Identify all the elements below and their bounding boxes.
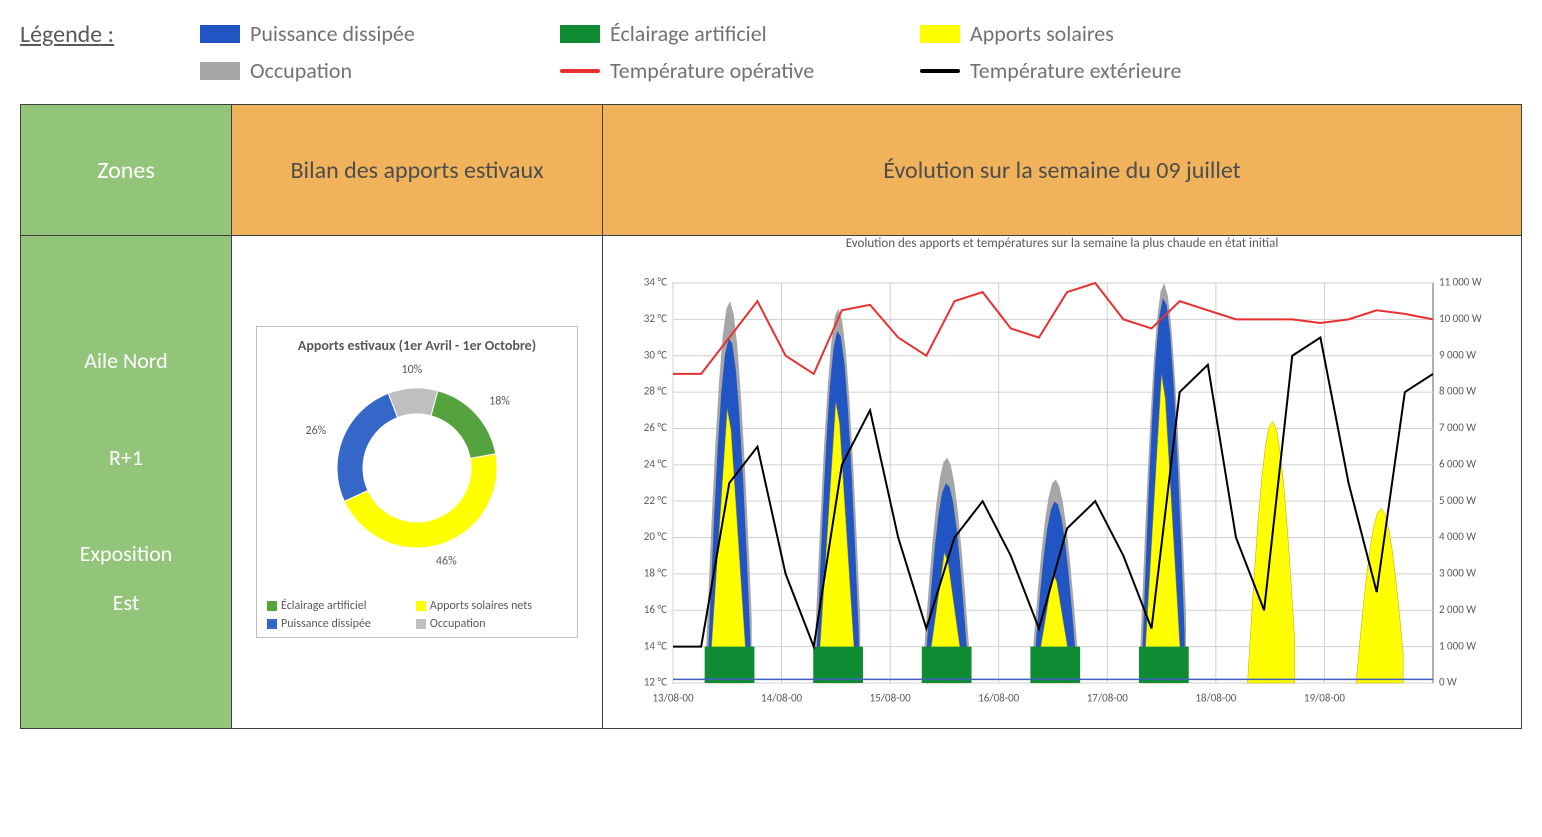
- donut-legend-label: Apports solaires nets: [430, 599, 532, 613]
- svg-text:34 °C: 34 °C: [644, 276, 667, 289]
- svg-text:7 000 W: 7 000 W: [1439, 421, 1476, 434]
- svg-text:13/08-00: 13/08-00: [652, 692, 693, 705]
- donut-legend-item: Éclairage artificiel: [267, 599, 406, 613]
- legend-item: Apports solaires: [920, 20, 1220, 47]
- legend-title: Légende :: [20, 20, 160, 49]
- donut-legend-item: Puissance dissipée: [267, 617, 406, 631]
- zone-line3: Exposition: [21, 530, 231, 578]
- legend-label: Température extérieure: [970, 57, 1181, 84]
- donut-legend-swatch: [267, 601, 277, 611]
- legend-swatch: [920, 69, 960, 73]
- legend-label: Température opérative: [610, 57, 814, 84]
- donut-legend-swatch: [267, 619, 277, 629]
- legend-swatch: [200, 25, 240, 43]
- svg-text:11 000 W: 11 000 W: [1439, 276, 1482, 289]
- donut-legend-label: Puissance dissipée: [281, 617, 371, 631]
- svg-text:19/08-00: 19/08-00: [1304, 692, 1345, 705]
- time-chart: 12 °C 14 °C 16 °C 18 °C 20 °C 22 °C 24 °C 26 °C…: [603, 253, 1503, 723]
- header-evolution: Évolution sur la semaine du 09 juillet: [603, 105, 1522, 236]
- legend-label: Puissance dissipée: [250, 20, 415, 47]
- svg-text:26 °C: 26 °C: [644, 421, 667, 434]
- legend-swatch: [560, 69, 600, 73]
- legend-swatch: [200, 62, 240, 80]
- header-zones: Zones: [21, 105, 232, 236]
- donut-legend-item: Apports solaires nets: [416, 599, 567, 613]
- donut-legend-swatch: [416, 601, 426, 611]
- svg-text:4 000 W: 4 000 W: [1439, 530, 1476, 543]
- svg-text:30 °C: 30 °C: [644, 348, 667, 361]
- donut-chart: 18% 46% 26% 10%: [267, 358, 567, 588]
- svg-text:22 °C: 22 °C: [644, 494, 667, 507]
- zone-cell: Aile Nord R+1 Exposition Est: [21, 236, 232, 729]
- svg-text:9 000 W: 9 000 W: [1439, 348, 1476, 361]
- legend-swatch: [560, 25, 600, 43]
- svg-text:8 000 W: 8 000 W: [1439, 385, 1476, 398]
- legend-item: Température opérative: [560, 57, 860, 84]
- svg-text:6 000 W: 6 000 W: [1439, 457, 1476, 470]
- zone-line4: Est: [21, 579, 231, 627]
- donut-legend: Éclairage artificiel Apports solaires net…: [267, 599, 567, 631]
- summary-table: Zones Bilan des apports estivaux Évoluti…: [20, 104, 1522, 729]
- legend-label: Occupation: [250, 57, 352, 84]
- legend-label: Apports solaires: [970, 20, 1114, 47]
- svg-text:5 000 W: 5 000 W: [1439, 494, 1476, 507]
- evolution-cell: Evolution des apports et températures su…: [603, 236, 1522, 729]
- bilan-cell: Apports estivaux (1er Avril - 1er Octobr…: [232, 236, 603, 729]
- zone-line2: R+1: [21, 434, 231, 482]
- svg-text:1 000 W: 1 000 W: [1439, 639, 1476, 652]
- svg-text:18 °C: 18 °C: [644, 567, 667, 580]
- donut-title: Apports estivaux (1er Avril - 1er Octobr…: [267, 337, 567, 354]
- svg-text:24 °C: 24 °C: [644, 457, 667, 470]
- legend-swatch: [920, 25, 960, 43]
- donut-legend-label: Occupation: [430, 617, 486, 631]
- svg-text:15/08-00: 15/08-00: [870, 692, 911, 705]
- legend-item: Puissance dissipée: [200, 20, 500, 47]
- timechart-title: Evolution des apports et températures su…: [603, 236, 1521, 251]
- legend-item: Occupation: [200, 57, 500, 84]
- legend-label: Éclairage artificiel: [610, 20, 767, 47]
- svg-text:17/08-00: 17/08-00: [1087, 692, 1128, 705]
- svg-text:26%: 26%: [306, 424, 327, 438]
- svg-text:32 °C: 32 °C: [644, 312, 667, 325]
- donut-legend-label: Éclairage artificiel: [281, 599, 366, 613]
- donut-legend-item: Occupation: [416, 617, 567, 631]
- svg-text:3 000 W: 3 000 W: [1439, 567, 1476, 580]
- zone-line1: Aile Nord: [21, 337, 231, 385]
- legend: Légende : Puissance dissipée Éclairage ar…: [20, 20, 1522, 84]
- legend-item: Éclairage artificiel: [560, 20, 860, 47]
- svg-text:28 °C: 28 °C: [644, 385, 667, 398]
- header-bilan: Bilan des apports estivaux: [232, 105, 603, 236]
- svg-text:2 000 W: 2 000 W: [1439, 603, 1476, 616]
- legend-items: Puissance dissipée Éclairage artificiel Ap…: [200, 20, 1522, 84]
- svg-text:12 °C: 12 °C: [644, 676, 667, 689]
- donut-legend-swatch: [416, 619, 426, 629]
- svg-text:10%: 10%: [401, 363, 422, 377]
- svg-text:10 000 W: 10 000 W: [1439, 312, 1482, 325]
- svg-text:18%: 18%: [489, 395, 510, 409]
- legend-item: Température extérieure: [920, 57, 1220, 84]
- svg-text:16 °C: 16 °C: [644, 603, 667, 616]
- svg-text:14 °C: 14 °C: [644, 639, 667, 652]
- svg-text:14/08-00: 14/08-00: [761, 692, 802, 705]
- svg-text:16/08-00: 16/08-00: [978, 692, 1019, 705]
- donut-container: Apports estivaux (1er Avril - 1er Octobr…: [256, 326, 578, 638]
- svg-text:0 W: 0 W: [1439, 676, 1457, 689]
- svg-text:18/08-00: 18/08-00: [1195, 692, 1236, 705]
- svg-text:46%: 46%: [436, 554, 457, 568]
- svg-text:20 °C: 20 °C: [644, 530, 667, 543]
